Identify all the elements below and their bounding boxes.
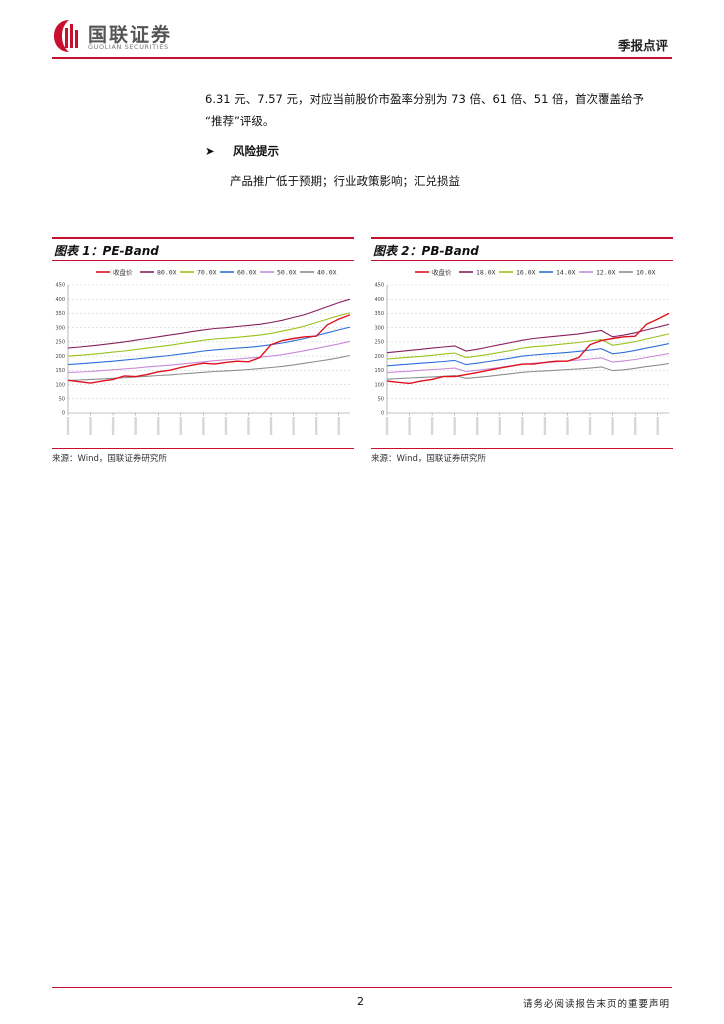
footer-disclaimer: 请务必阅读报告末页的重要声明 [522, 999, 670, 1010]
series-line-3 [386, 343, 670, 367]
pe-band-chart-title: 图表 1：PE-Band [52, 237, 354, 261]
x-tick-label-placeholder [179, 417, 182, 435]
x-tick-label-placeholder [314, 417, 318, 435]
legend-label: 50.0X [277, 269, 297, 277]
x-tick-label-placeholder [111, 417, 115, 435]
x-tick-label-placeholder [566, 417, 569, 435]
risk-title: 风险提示 [233, 144, 280, 158]
header-divider [52, 57, 672, 59]
arrow-bullet-icon: ➤ [205, 144, 215, 158]
series-line-2 [386, 333, 670, 360]
pe-band-source: 来源：Wind，国联证券研究所 [52, 448, 354, 469]
x-tick-label-placeholder [157, 417, 160, 435]
x-tick-label-placeholder [385, 417, 389, 435]
y-tick-label: 0 [381, 411, 384, 417]
legend-label: 12.0X [596, 269, 616, 277]
series-line-2 [67, 312, 351, 357]
legend-label: 70.0X [197, 269, 217, 277]
y-tick-label: 50 [378, 396, 384, 402]
footer-divider [52, 987, 672, 988]
x-tick-label-placeholder [453, 417, 456, 435]
x-tick-label-placeholder [543, 417, 547, 435]
y-tick-label: 100 [374, 382, 384, 388]
series-line-3 [67, 326, 351, 366]
risk-description: 产品推广低于预期；行业政策影响；汇兑损益 [230, 174, 460, 188]
x-tick-label-placeholder [408, 417, 411, 435]
y-tick-label: 0 [62, 411, 65, 417]
x-tick-label-placeholder [247, 417, 250, 435]
series-line-1 [67, 298, 351, 349]
x-tick-label-placeholder [476, 417, 479, 435]
x-tick-label-placeholder [202, 417, 205, 435]
series-line-1 [386, 323, 670, 354]
valuation-paragraph-line-1: 6.31 元、7.57 元，对应当前股价市盈率分别为 73 倍、61 倍、51 … [205, 92, 645, 106]
y-tick-label: 200 [55, 354, 65, 360]
legend-label: 14.0X [556, 269, 576, 277]
pb-band-chart-panel: 图表 2：PB-Band 收盘价 18.0X 16.0X 14.0X 12.0X 10.0… [371, 237, 673, 447]
company-logo: 国联证券 GUOLIAN SECURITIES [52, 18, 192, 54]
pb-band-chart-title: 图表 2：PB-Band [371, 237, 673, 261]
legend-label: 16.0X [516, 269, 536, 277]
series-line-4 [67, 340, 351, 374]
legend-label: 40.0X [317, 269, 337, 277]
x-tick-label-placeholder [134, 417, 137, 435]
y-tick-label: 300 [55, 325, 65, 331]
y-tick-label: 150 [374, 368, 384, 374]
pe-band-chart: 收盘价 80.0X 70.0X 60.0X 50.0X 40.0X 0 50 100 150 200… [55, 268, 351, 435]
y-tick-label: 350 [55, 311, 65, 317]
x-tick-label-placeholder [337, 417, 340, 435]
y-tick-label: 400 [374, 297, 384, 303]
series-line-5 [386, 362, 670, 380]
pb-band-source: 来源：Wind，国联证券研究所 [371, 448, 673, 469]
x-tick-label-placeholder [498, 417, 501, 435]
x-tick-label-placeholder [224, 417, 228, 435]
series-line-0 [386, 312, 670, 385]
x-tick-label-placeholder [66, 417, 70, 435]
y-tick-label: 200 [374, 354, 384, 360]
logo-english-name: GUOLIAN SECURITIES [88, 43, 169, 51]
x-tick-label-placeholder [521, 417, 524, 435]
x-tick-label-placeholder [656, 417, 659, 435]
legend-label: 80.0X [157, 269, 177, 277]
y-tick-label: 50 [59, 396, 65, 402]
x-tick-label-placeholder [611, 417, 614, 435]
page-header: 国联证券 GUOLIAN SECURITIES 季报点评 [0, 0, 724, 64]
valuation-paragraph-line-2: “推荐”评级。 [205, 114, 275, 128]
pe-band-chart-panel: 图表 1：PE-Band 收盘价 80.0X 70.0X 60.0X 50.0X 40.0… [52, 237, 354, 447]
y-tick-label: 300 [374, 325, 384, 331]
risk-section-heading: ➤ 风险提示 [205, 143, 279, 159]
x-tick-label-placeholder [89, 417, 92, 435]
legend-label: 收盘价 [113, 268, 133, 277]
x-tick-label-placeholder [430, 417, 434, 435]
y-tick-label: 250 [374, 340, 384, 346]
x-tick-label-placeholder [588, 417, 592, 435]
y-tick-label: 350 [374, 311, 384, 317]
series-line-0 [67, 314, 351, 384]
logo-mark-icon [54, 20, 78, 52]
y-tick-label: 450 [374, 283, 384, 289]
x-tick-label-placeholder [633, 417, 637, 435]
y-tick-label: 400 [55, 297, 65, 303]
legend-label: 10.0X [636, 269, 656, 277]
x-tick-label-placeholder [269, 417, 273, 435]
x-tick-label-placeholder [292, 417, 295, 435]
y-tick-label: 100 [55, 382, 65, 388]
page-number: 2 [357, 995, 364, 1008]
y-tick-label: 150 [55, 368, 65, 374]
legend-label: 收盘价 [432, 268, 452, 277]
legend-label: 18.0X [476, 269, 496, 277]
legend-label: 60.0X [237, 269, 257, 277]
y-tick-label: 450 [55, 283, 65, 289]
pb-band-chart: 收盘价 18.0X 16.0X 14.0X 12.0X 10.0X 0 50 100 150 200… [374, 268, 670, 435]
report-type-label: 季报点评 [617, 38, 668, 53]
logo-chinese-name: 国联证券 [88, 24, 173, 46]
series-line-5 [67, 354, 351, 381]
y-tick-label: 250 [55, 340, 65, 346]
